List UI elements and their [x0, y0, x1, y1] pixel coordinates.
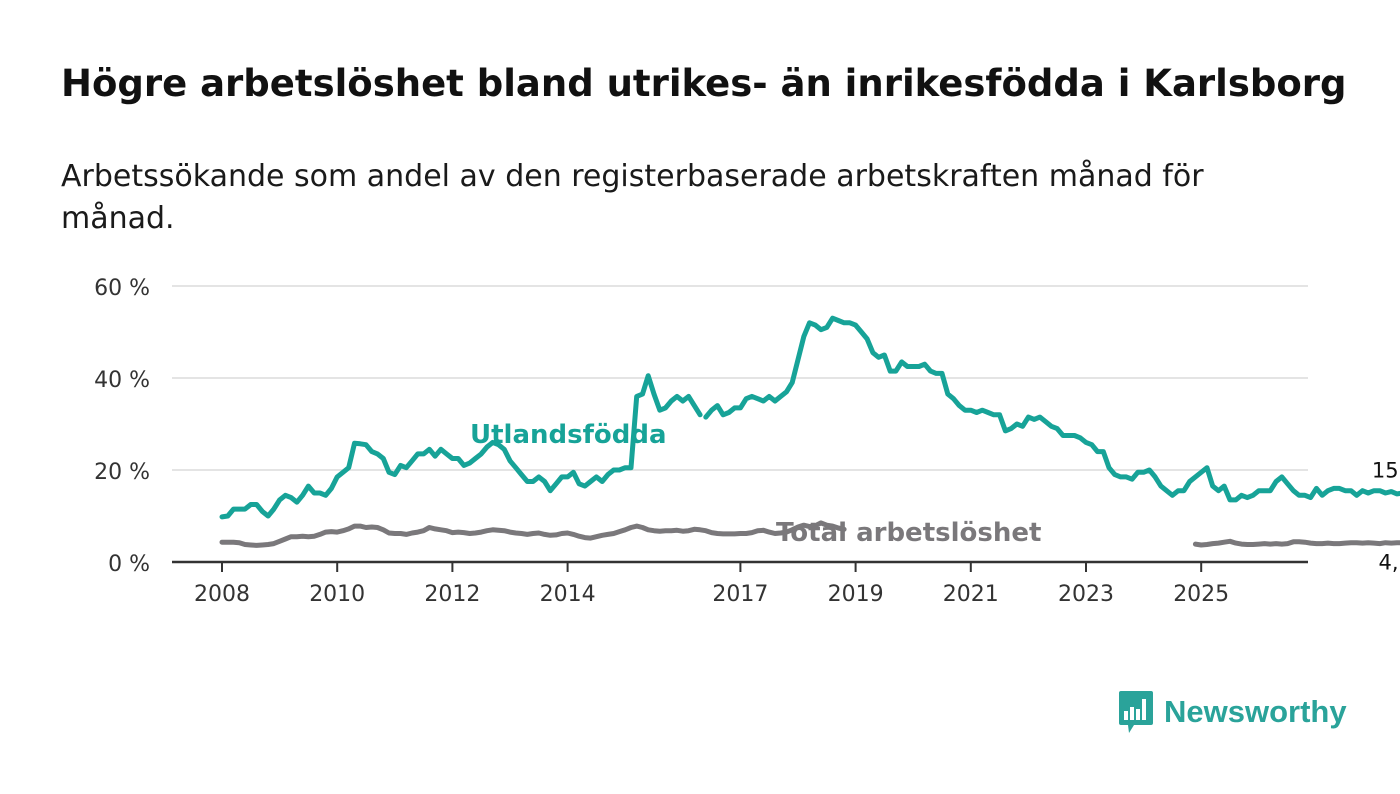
series-line-utlandsfodda-0: [219, 373, 703, 520]
x-tick-label: 2010: [309, 582, 365, 607]
y-tick-label: 60 %: [94, 276, 150, 301]
x-tick-label: 2012: [424, 582, 480, 607]
x-tick-label: 2014: [540, 582, 596, 607]
chart-subtitle: Arbetssökande som andel av den registerb…: [61, 159, 1204, 236]
x-tick-label: 2023: [1058, 582, 1114, 607]
y-tick-label: 20 %: [94, 460, 150, 485]
end-value-label: 4,2 %: [1379, 551, 1400, 575]
x-tick-label: 2021: [943, 582, 999, 607]
series-label-total: Total arbetslöshet: [776, 518, 1041, 548]
series-labels: 15,3 % 4,2 % Utlandsfödda Total arbetslöshe…: [470, 420, 1400, 575]
series-label-utlandsfodda: Utlandsfödda: [470, 420, 667, 450]
brand-name: Newsworthy: [1164, 694, 1347, 729]
x-tick-label: 2017: [712, 582, 768, 607]
newsworthy-logo: Newsworthy: [1118, 690, 1347, 734]
gridlines: [172, 285, 1308, 471]
series-line-total-0: [219, 520, 847, 548]
end-value-label: 15,3 %: [1372, 459, 1400, 483]
series-line-utlandsfodda-1: [703, 315, 1400, 503]
x-tick-label: 2019: [828, 582, 884, 607]
bar-chart-speech-bubble-icon: [1119, 691, 1153, 733]
series-lines: [219, 315, 1400, 548]
x-tick-label: 2025: [1173, 582, 1229, 607]
axes: 0 % 20 % 40 % 60 % 2008 2010 2012 2014 2017 2019 2…: [94, 276, 1308, 607]
x-tick-label: 2008: [194, 582, 250, 607]
y-tick-label: 0 %: [108, 552, 150, 577]
chart-title: Högre arbetslöshet bland utrikes- än inr…: [61, 62, 1347, 105]
series-line-total-1: [1192, 538, 1400, 548]
y-tick-label: 40 %: [94, 368, 150, 393]
